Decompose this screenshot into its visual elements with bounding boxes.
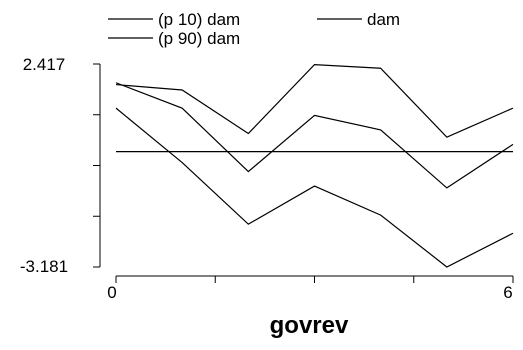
series-lines <box>115 64 514 268</box>
series-line-3 <box>115 64 514 138</box>
y-ticks <box>93 63 100 268</box>
x-tick-label-max: 6 <box>503 283 512 302</box>
series-line-2 <box>115 82 514 189</box>
y-tick-label-max: 2.417 <box>23 55 66 74</box>
x-axis-title: govrev <box>270 312 349 339</box>
series-line-0 <box>115 107 514 268</box>
x-tick-label-min: 0 <box>107 283 116 302</box>
legend-label-p90: (p 90) dam <box>158 29 240 48</box>
y-tick-label-min: -3.181 <box>20 257 68 276</box>
legend-label-p10: (p 10) dam <box>158 10 240 29</box>
legend-label-dam: dam <box>367 10 400 29</box>
legend: (p 10) dam dam (p 90) dam <box>108 10 400 48</box>
plot-area <box>93 63 514 283</box>
x-ticks <box>115 276 514 283</box>
